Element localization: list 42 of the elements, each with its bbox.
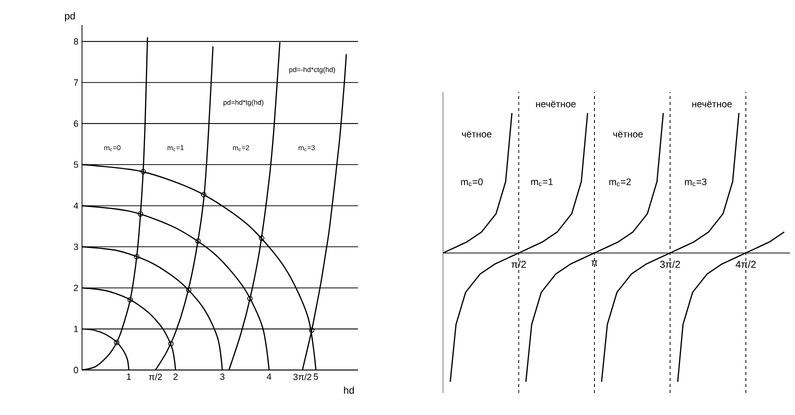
- text: нечётное: [692, 100, 732, 108]
- y-axis-title: pd: [64, 12, 75, 22]
- y-tick-label: 3: [74, 244, 78, 250]
- point: [114, 340, 120, 346]
- point: [308, 327, 314, 333]
- point: [138, 211, 144, 217]
- annotation: m$_{c}$=2: [609, 178, 631, 186]
- x-tick-label: 3π/2: [660, 260, 680, 268]
- y-tick-label: 2: [74, 284, 78, 291]
- x-tick-label: 4π/2: [736, 260, 756, 268]
- point: [200, 192, 206, 198]
- x-tick-label: 3: [220, 374, 224, 380]
- x-tick-label: 3π/2: [293, 374, 312, 380]
- x-tick-label: π/2: [511, 260, 526, 268]
- point: [127, 297, 133, 302]
- point: [247, 296, 253, 302]
- text: нечётное: [536, 100, 576, 108]
- y-tick-label: 8: [74, 38, 78, 45]
- point: [258, 235, 264, 241]
- y-tick-label: 5: [74, 162, 78, 168]
- y-tick-label: 4: [74, 202, 78, 209]
- point: [186, 287, 192, 293]
- x-tick-label: 1: [126, 374, 131, 380]
- x-tick-label: π: [591, 260, 598, 266]
- y-tick-label: 7: [74, 79, 78, 86]
- y-tick-label: 1: [74, 326, 78, 332]
- y-tick-label: 6: [74, 120, 78, 127]
- x-axis-title: hd: [344, 386, 354, 394]
- annotation: чётное: [462, 130, 492, 138]
- x-tick-label: π/2: [148, 374, 162, 380]
- y-tick-label: 0: [74, 366, 78, 374]
- x-tick-label: 2: [174, 374, 178, 380]
- point: [134, 254, 140, 260]
- point: [195, 238, 201, 244]
- x-tick-label: 4: [266, 374, 272, 380]
- annotation: m$_{c}$=3: [684, 178, 706, 186]
- point: [168, 341, 174, 346]
- annotation: m$_{c}$=0: [461, 178, 483, 186]
- x-tick-label: 5: [314, 374, 318, 380]
- annotation: чётное: [613, 130, 643, 138]
- point: [140, 168, 146, 174]
- annotation: m$_{c}$=1: [531, 178, 553, 186]
